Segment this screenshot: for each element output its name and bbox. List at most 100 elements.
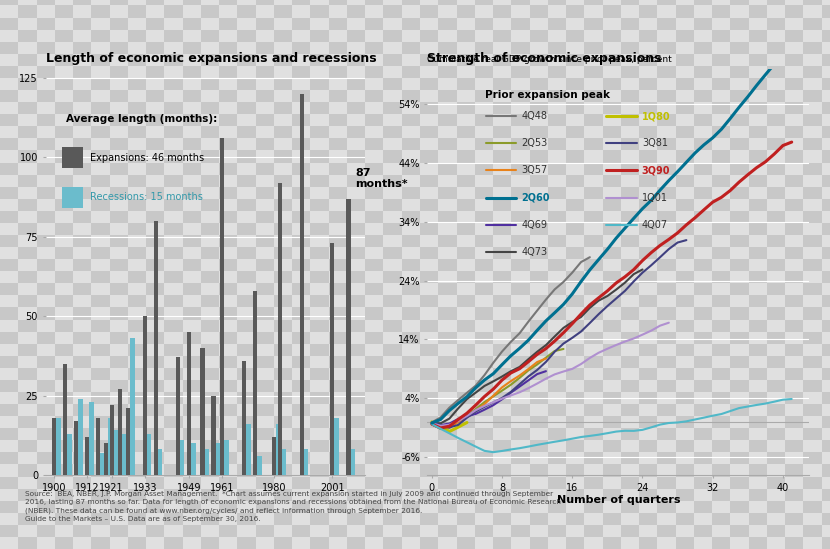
Bar (55, 187, 73, 199)
Bar (220, 138, 224, 475)
Bar (438, 54, 456, 66)
Bar (91, 126, 110, 138)
Bar (219, 102, 237, 114)
Bar (219, 380, 237, 392)
Bar (511, 404, 530, 416)
Bar (274, 18, 292, 30)
Bar (730, 150, 749, 163)
Bar (0, 259, 18, 271)
Bar (584, 42, 603, 54)
Bar (146, 477, 164, 489)
Bar (511, 368, 530, 380)
Bar (183, 235, 201, 247)
Bar (128, 235, 146, 247)
Bar (219, 477, 237, 489)
Bar (493, 150, 511, 163)
Bar (420, 513, 438, 525)
Bar (420, 235, 438, 247)
Bar (0, 428, 18, 440)
Bar (329, 211, 347, 223)
Bar (493, 404, 511, 416)
Bar (256, 380, 274, 392)
Bar (548, 332, 566, 344)
Bar (292, 332, 310, 344)
Bar (712, 332, 730, 344)
Bar (475, 138, 493, 150)
Bar (18, 259, 37, 271)
Bar (438, 18, 456, 30)
Bar (749, 235, 767, 247)
Bar (347, 199, 365, 211)
Bar (85, 437, 89, 475)
Bar (438, 247, 456, 259)
Bar (383, 90, 402, 102)
Bar (657, 428, 676, 440)
Bar (91, 175, 110, 187)
Bar (712, 271, 730, 283)
Bar (329, 54, 347, 66)
Bar (639, 452, 657, 464)
Bar (201, 30, 219, 42)
Bar (493, 5, 511, 18)
Bar (402, 501, 420, 513)
Bar (346, 199, 351, 475)
Bar (274, 54, 292, 66)
Bar (347, 392, 365, 404)
Bar (0, 126, 18, 138)
Bar (55, 380, 73, 392)
Bar (475, 175, 493, 187)
Bar (767, 42, 785, 54)
Bar (767, 271, 785, 283)
Bar (657, 150, 676, 163)
Bar (785, 18, 803, 30)
Bar (310, 477, 329, 489)
Bar (548, 392, 566, 404)
Bar (657, 489, 676, 501)
Bar (822, 452, 830, 464)
Bar (822, 525, 830, 537)
Bar (164, 380, 183, 392)
Bar (676, 42, 694, 54)
Bar (475, 42, 493, 54)
Bar (402, 18, 420, 30)
Bar (164, 42, 183, 54)
Bar (365, 90, 383, 102)
Bar (128, 30, 146, 42)
Bar (164, 163, 183, 175)
Bar (347, 114, 365, 126)
Bar (274, 440, 292, 452)
Bar (676, 307, 694, 320)
Bar (566, 150, 584, 163)
Bar (438, 187, 456, 199)
Bar (511, 295, 530, 307)
Bar (256, 537, 274, 549)
Bar (785, 163, 803, 175)
Bar (237, 30, 256, 42)
Bar (566, 428, 584, 440)
Bar (183, 344, 201, 356)
Bar (237, 187, 256, 199)
Bar (493, 163, 511, 175)
Bar (676, 54, 694, 66)
Bar (657, 452, 676, 464)
Bar (457, 295, 475, 307)
Bar (584, 175, 603, 187)
Bar (73, 30, 91, 42)
Bar (767, 211, 785, 223)
Bar (438, 66, 456, 78)
Bar (548, 271, 566, 283)
Bar (822, 163, 830, 175)
Bar (37, 0, 55, 5)
Bar (91, 344, 110, 356)
Bar (329, 199, 347, 211)
Bar (803, 66, 822, 78)
Bar (694, 247, 712, 259)
Bar (822, 30, 830, 42)
Bar (402, 392, 420, 404)
Bar (164, 283, 183, 295)
Bar (676, 283, 694, 295)
Bar (730, 114, 749, 126)
Bar (18, 175, 37, 187)
Bar (420, 5, 438, 18)
Bar (383, 235, 402, 247)
